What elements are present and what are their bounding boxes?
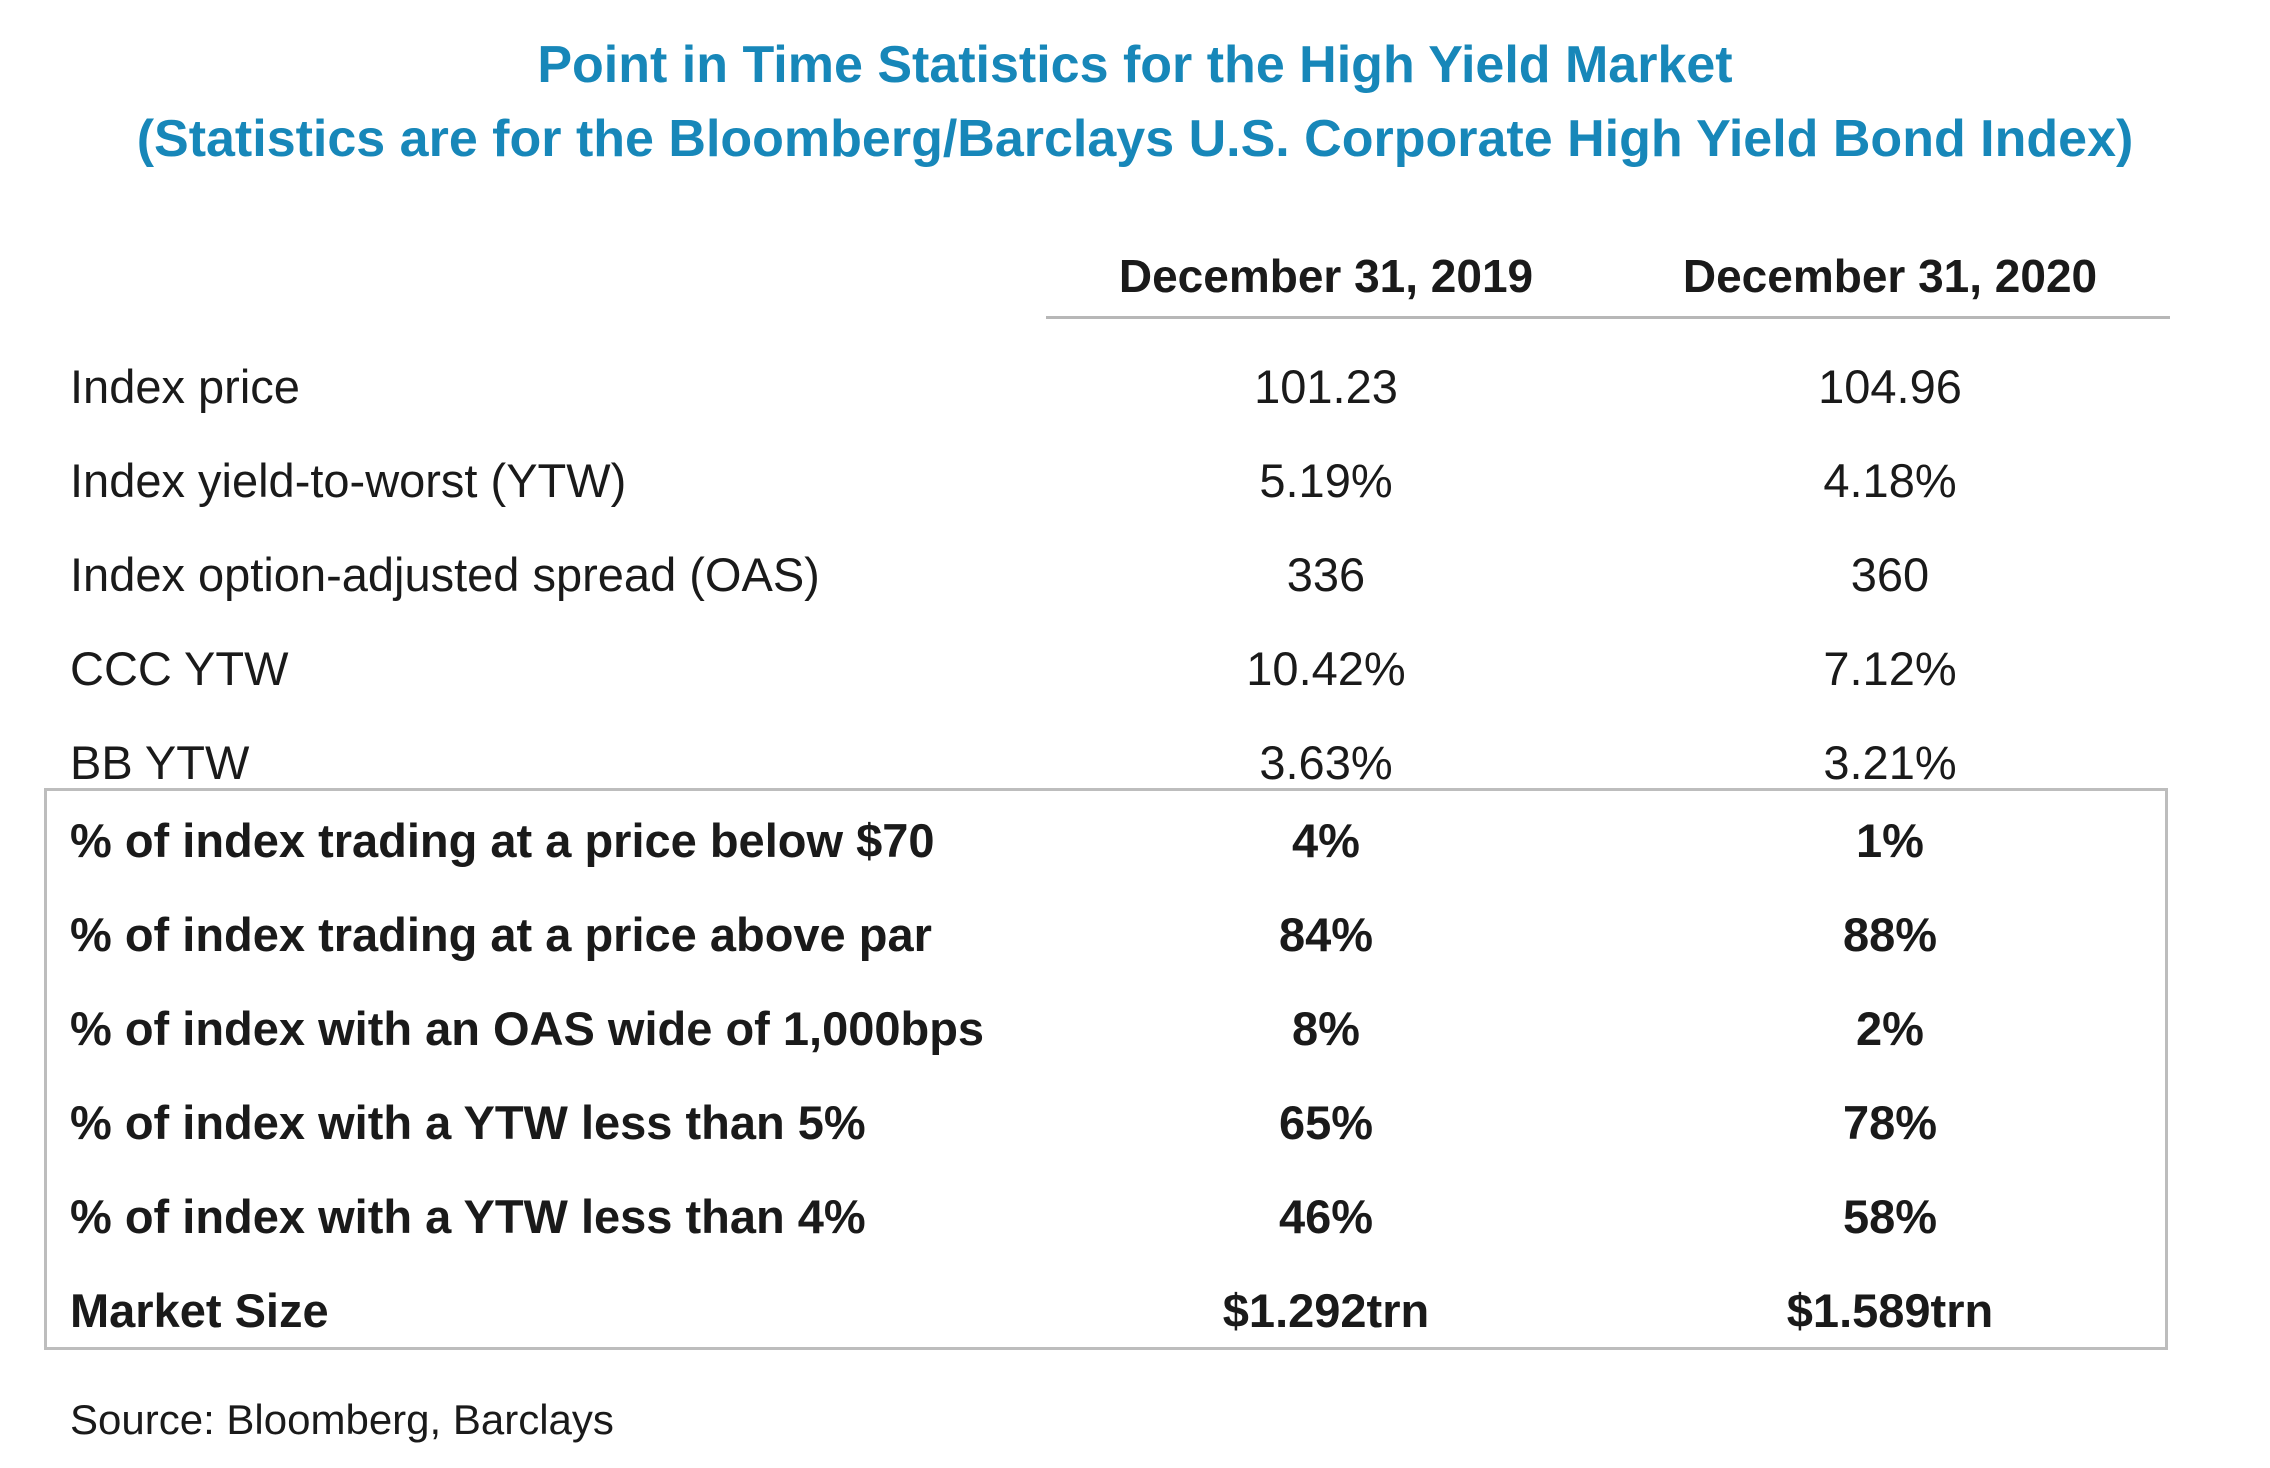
- row-value-2019: 336: [1286, 548, 1366, 601]
- page-title: Point in Time Statistics for the High Yi…: [537, 36, 1733, 94]
- row-label: Index yield-to-worst (YTW): [70, 454, 627, 507]
- table-row-ccc-ytw: CCC YTW 10.42% 7.12%: [0, 622, 2270, 716]
- table-row-market-size: Market Size $1.292trn $1.589trn: [0, 1264, 2270, 1358]
- row-value-2019: 8%: [1292, 1002, 1360, 1055]
- table-row-index-price: Index price 101.23 104.96: [0, 340, 2270, 434]
- row-value-2019: 84%: [1278, 908, 1374, 961]
- row-value-2020: $1.589trn: [1786, 1284, 1994, 1337]
- row-value-2020: 3.21%: [1823, 736, 1957, 789]
- row-value-2020: 2%: [1856, 1002, 1924, 1055]
- row-value-2020: 78%: [1842, 1096, 1938, 1149]
- table-row-bb-ytw: BB YTW 3.63% 3.21%: [0, 716, 2270, 810]
- source-note: Source: Bloomberg, Barclays: [70, 1396, 614, 1443]
- row-label: % of index trading at a price below $70: [70, 814, 935, 867]
- row-value-2019: 3.63%: [1259, 736, 1393, 789]
- row-label: % of index with a YTW less than 4%: [70, 1190, 866, 1243]
- column-header-2019: December 31, 2019: [1118, 250, 1534, 302]
- row-value-2019: 101.23: [1254, 360, 1398, 413]
- row-label: Index option-adjusted spread (OAS): [70, 548, 820, 601]
- row-value-2020: 360: [1850, 548, 1930, 601]
- row-value-2019: $1.292trn: [1222, 1284, 1430, 1337]
- row-label: CCC YTW: [70, 642, 289, 695]
- row-label: BB YTW: [70, 736, 250, 789]
- page-subtitle: (Statistics are for the Bloomberg/Barcla…: [136, 110, 2134, 168]
- table-row-price-below-70: % of index trading at a price below $70 …: [0, 794, 2270, 888]
- row-value-2020: 104.96: [1818, 360, 1962, 413]
- header-divider: [1046, 316, 2170, 319]
- table-row-ytw-below-5: % of index with a YTW less than 5% 65% 7…: [0, 1076, 2270, 1170]
- row-value-2020: 7.12%: [1823, 642, 1957, 695]
- row-label: % of index with a YTW less than 5%: [70, 1096, 866, 1149]
- column-header-2020: December 31, 2020: [1682, 250, 2098, 302]
- row-value-2019: 4%: [1292, 814, 1360, 867]
- row-value-2019: 65%: [1278, 1096, 1374, 1149]
- table-row-index-oas: Index option-adjusted spread (OAS) 336 3…: [0, 528, 2270, 622]
- row-value-2020: 4.18%: [1823, 454, 1957, 507]
- row-label: Index price: [70, 360, 300, 413]
- row-value-2020: 88%: [1842, 908, 1938, 961]
- row-value-2020: 58%: [1842, 1190, 1938, 1243]
- row-value-2019: 46%: [1278, 1190, 1374, 1243]
- table-row-ytw-below-4: % of index with a YTW less than 4% 46% 5…: [0, 1170, 2270, 1264]
- row-label: % of index trading at a price above par: [70, 908, 932, 961]
- row-label: % of index with an OAS wide of 1,000bps: [70, 1002, 985, 1055]
- table-row-index-ytw: Index yield-to-worst (YTW) 5.19% 4.18%: [0, 434, 2270, 528]
- row-label: Market Size: [70, 1284, 329, 1337]
- row-value-2020: 1%: [1856, 814, 1924, 867]
- highlighted-stats-box: [44, 788, 2168, 1350]
- table-row-price-above-par: % of index trading at a price above par …: [0, 888, 2270, 982]
- row-value-2019: 10.42%: [1246, 642, 1406, 695]
- table-row-oas-wide-1000: % of index with an OAS wide of 1,000bps …: [0, 982, 2270, 1076]
- row-value-2019: 5.19%: [1259, 454, 1393, 507]
